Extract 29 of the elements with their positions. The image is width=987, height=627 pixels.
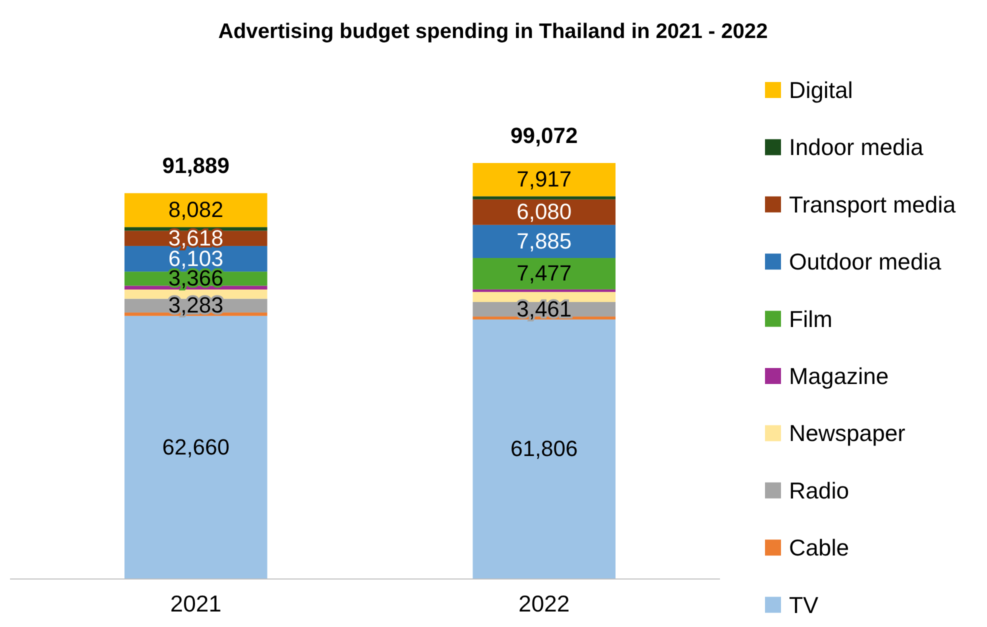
- data-label: 8,082: [168, 197, 224, 222]
- data-label: 3,461: [516, 296, 572, 322]
- bar: [472, 292, 616, 302]
- bar: [472, 319, 616, 579]
- legend-label: Newspaper: [789, 420, 906, 446]
- data-label: 6,080: [516, 199, 572, 224]
- data-label: 7,477: [516, 260, 572, 286]
- legend-label: Transport media: [789, 191, 956, 218]
- legend-label: Outdoor media: [789, 248, 942, 275]
- legend-label: Radio: [789, 477, 850, 504]
- total-label: 91,889: [162, 153, 230, 178]
- chart-title: Advertising budget spending in Thailand in 2021 - 2022: [218, 20, 768, 43]
- x-tick-label: 2022: [518, 590, 570, 616]
- legend-label: Magazine: [789, 363, 889, 389]
- total-label: 99,072: [510, 123, 578, 148]
- data-label: 3,283: [168, 292, 224, 318]
- bar: [124, 316, 268, 579]
- legend-label: TV: [789, 592, 820, 618]
- legend-label: Indoor media: [789, 134, 924, 160]
- data-label: 61,806: [510, 436, 578, 462]
- data-label: 7,917: [516, 166, 572, 192]
- bar: [472, 196, 616, 200]
- legend-label: Cable: [789, 534, 850, 561]
- data-label: 62,660: [162, 434, 230, 460]
- x-tick-label: 2021: [170, 590, 222, 616]
- legend-label: Digital: [789, 77, 853, 103]
- bar: [472, 289, 616, 292]
- legend-label: Film: [789, 306, 832, 332]
- data-label: 7,885: [516, 228, 572, 254]
